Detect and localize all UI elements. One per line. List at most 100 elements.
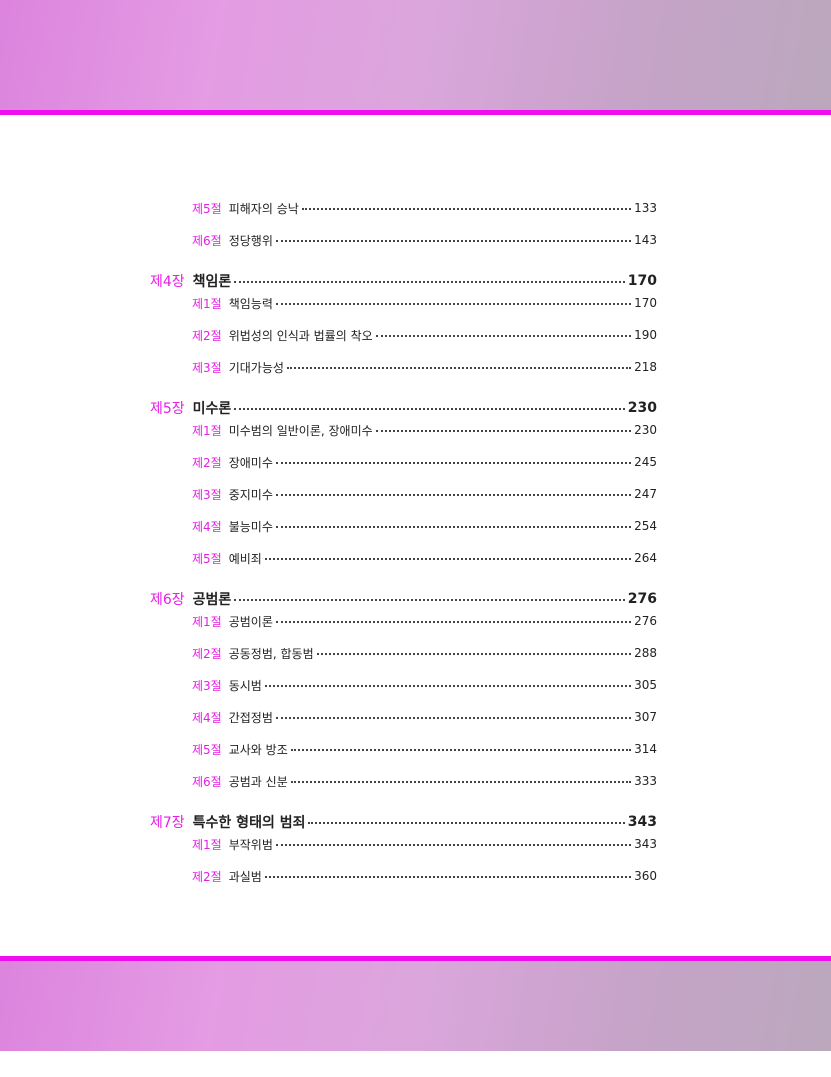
- header-rule: [0, 110, 831, 115]
- dot-leader: [275, 240, 632, 242]
- entry-title: 불능미수: [228, 519, 273, 534]
- entry-number: 제6장: [150, 592, 185, 608]
- toc-section-entry[interactable]: 제5절 피해자의 승낙 133: [150, 199, 657, 217]
- toc-chapter-entry[interactable]: 제4장 책임론 170: [150, 272, 657, 290]
- page-number: 133: [634, 201, 657, 215]
- dot-leader: [264, 558, 632, 560]
- entry-number: 제5절: [192, 201, 222, 216]
- page-number: 247: [634, 487, 657, 501]
- toc-section-entry[interactable]: 제5절 예비죄 264: [150, 549, 657, 567]
- entry-number: 제3절: [192, 360, 222, 375]
- entry-title: 중지미수: [228, 487, 273, 502]
- entry-number: 제6절: [192, 774, 222, 789]
- dot-leader: [275, 844, 632, 846]
- entry-number: 제1절: [192, 614, 222, 629]
- entry-title: 기대가능성: [228, 360, 284, 375]
- toc-section-entry[interactable]: 제3절 중지미수 247: [150, 485, 657, 503]
- toc-section-entry[interactable]: 제6절 정당행위 143: [150, 231, 657, 249]
- entry-number: 제1절: [192, 423, 222, 438]
- entry-title: 예비죄: [228, 551, 262, 566]
- toc-section-entry[interactable]: 제4절 불능미수 254: [150, 517, 657, 535]
- toc-section-entry[interactable]: 제1절 책임능력 170: [150, 294, 657, 312]
- page-number: 276: [634, 614, 657, 628]
- page-number: 170: [634, 296, 657, 310]
- dot-leader: [316, 653, 632, 655]
- page-number: 305: [634, 678, 657, 692]
- header-band: [0, 0, 831, 110]
- entry-title: 교사와 방조: [228, 742, 288, 757]
- entry-number: 제4절: [192, 710, 222, 725]
- toc-chapter-entry[interactable]: 제6장 공범론 276: [150, 590, 657, 608]
- footer-rule: [0, 956, 831, 961]
- page-number: 218: [634, 360, 657, 374]
- dot-leader: [375, 430, 632, 432]
- dot-leader: [264, 876, 632, 878]
- entry-title: 장애미수: [228, 455, 273, 470]
- dot-leader: [275, 462, 632, 464]
- entry-number: 제4절: [192, 519, 222, 534]
- toc-section-entry[interactable]: 제1절 공범이론 276: [150, 612, 657, 630]
- entry-title: 미수범의 일반이론, 장애미수: [228, 423, 373, 438]
- toc-section-entry[interactable]: 제3절 동시범 305: [150, 676, 657, 694]
- entry-number: 제1절: [192, 837, 222, 852]
- entry-number: 제1절: [192, 296, 222, 311]
- entry-title: 미수론: [192, 401, 232, 417]
- toc-section-entry[interactable]: 제3절 기대가능성 218: [150, 358, 657, 376]
- entry-number: 제7장: [150, 815, 185, 831]
- toc-section-entry[interactable]: 제2절 위법성의 인식과 법률의 착오 190: [150, 326, 657, 344]
- entry-title: 책임능력: [228, 296, 273, 311]
- entry-title: 공동정범, 합동범: [228, 646, 314, 661]
- toc-section-entry[interactable]: 제1절 부작위범 343: [150, 835, 657, 853]
- dot-leader: [264, 685, 632, 687]
- page-number: 343: [634, 837, 657, 851]
- dot-leader: [308, 822, 625, 824]
- entry-title: 간접정범: [228, 710, 273, 725]
- entry-title: 공범과 신분: [228, 774, 288, 789]
- toc-section-entry[interactable]: 제2절 장애미수 245: [150, 453, 657, 471]
- dot-leader: [301, 208, 632, 210]
- toc-section-entry[interactable]: 제6절 공범과 신분 333: [150, 772, 657, 790]
- page-number: 245: [634, 455, 657, 469]
- entry-title: 동시범: [228, 678, 262, 693]
- footer-band: [0, 961, 831, 1051]
- page-number: 230: [627, 400, 657, 416]
- dot-leader: [275, 303, 632, 305]
- dot-leader: [234, 408, 625, 410]
- toc-section-entry[interactable]: 제1절 미수범의 일반이론, 장애미수 230: [150, 421, 657, 439]
- page-number: 288: [634, 646, 657, 660]
- page-number: 143: [634, 233, 657, 247]
- entry-number: 제6절: [192, 233, 222, 248]
- entry-number: 제5장: [150, 401, 185, 417]
- entry-title: 위법성의 인식과 법률의 착오: [228, 328, 373, 343]
- entry-title: 특수한 형태의 범죄: [192, 815, 306, 831]
- entry-number: 제5절: [192, 551, 222, 566]
- entry-number: 제3절: [192, 487, 222, 502]
- toc-section-entry[interactable]: 제2절 공동정범, 합동범 288: [150, 644, 657, 662]
- page-number: 360: [634, 869, 657, 883]
- page-number: 314: [634, 742, 657, 756]
- page-number: 254: [634, 519, 657, 533]
- toc-section-entry[interactable]: 제5절 교사와 방조 314: [150, 740, 657, 758]
- entry-number: 제3절: [192, 678, 222, 693]
- dot-leader: [290, 781, 632, 783]
- page-number: 230: [634, 423, 657, 437]
- dot-leader: [234, 599, 625, 601]
- dot-leader: [286, 367, 632, 369]
- toc-section-entry[interactable]: 제4절 간접정범 307: [150, 708, 657, 726]
- entry-title: 정당행위: [228, 233, 273, 248]
- toc-section-entry[interactable]: 제2절 과실범 360: [150, 867, 657, 885]
- dot-leader: [275, 526, 632, 528]
- entry-number: 제2절: [192, 328, 222, 343]
- toc-chapter-entry[interactable]: 제7장 특수한 형태의 범죄 343: [150, 813, 657, 831]
- page-number: 190: [634, 328, 657, 342]
- entry-number: 제2절: [192, 646, 222, 661]
- entry-title: 책임론: [192, 274, 232, 290]
- entry-number: 제4장: [150, 274, 185, 290]
- entry-title: 부작위범: [228, 837, 273, 852]
- dot-leader: [375, 335, 632, 337]
- entry-title: 과실범: [228, 869, 262, 884]
- entry-number: 제5절: [192, 742, 222, 757]
- toc-chapter-entry[interactable]: 제5장 미수론 230: [150, 399, 657, 417]
- entry-title: 피해자의 승낙: [228, 201, 299, 216]
- page-number: 170: [627, 273, 657, 289]
